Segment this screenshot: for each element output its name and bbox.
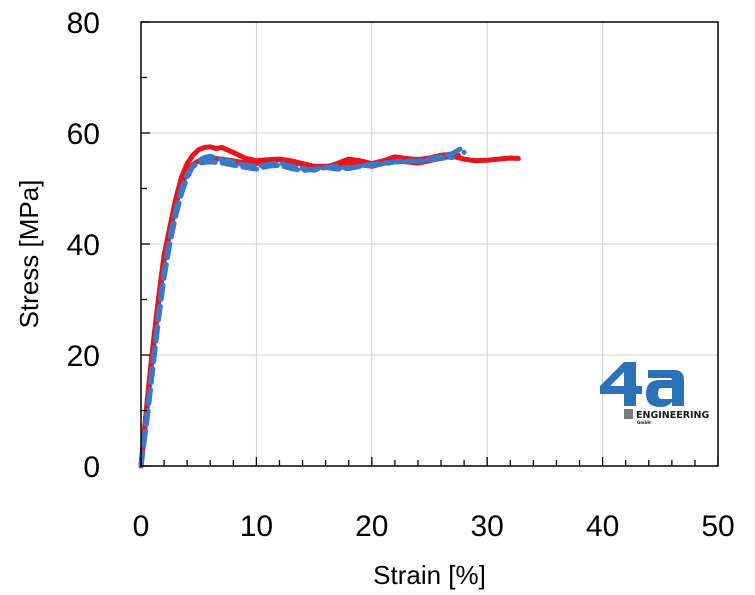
logo-gmbh-text: GmbH xyxy=(637,420,651,425)
x-tick-label: 40 xyxy=(586,510,619,543)
x-tick-label: 50 xyxy=(701,510,734,543)
x-tick-label: 0 xyxy=(133,510,150,543)
logo-square xyxy=(624,409,633,419)
logo-engineering-text: ENGINEERING xyxy=(636,410,710,421)
grid-lines xyxy=(141,22,718,466)
x-axis-label: Strain [%] xyxy=(373,560,486,590)
series-line-4 xyxy=(138,154,456,469)
tick-labels: 0 10 20 30 40 50 0 20 40 60 80 xyxy=(67,7,735,543)
y-tick-label: 40 xyxy=(67,229,100,262)
x-tick-label: 30 xyxy=(471,510,504,543)
data-series xyxy=(138,144,521,469)
y-tick-label: 0 xyxy=(83,451,100,484)
logo-mark-4a xyxy=(600,362,684,407)
y-tick-label: 60 xyxy=(67,118,100,151)
y-tick-label: 20 xyxy=(67,340,100,373)
y-tick-label: 80 xyxy=(67,7,100,40)
x-tick-label: 10 xyxy=(240,510,273,543)
company-logo: ENGINEERING GmbH xyxy=(600,362,710,425)
axis-ticks xyxy=(140,21,719,467)
y-axis-label: Stress [MPa] xyxy=(14,180,44,329)
x-tick-label: 20 xyxy=(355,510,388,543)
